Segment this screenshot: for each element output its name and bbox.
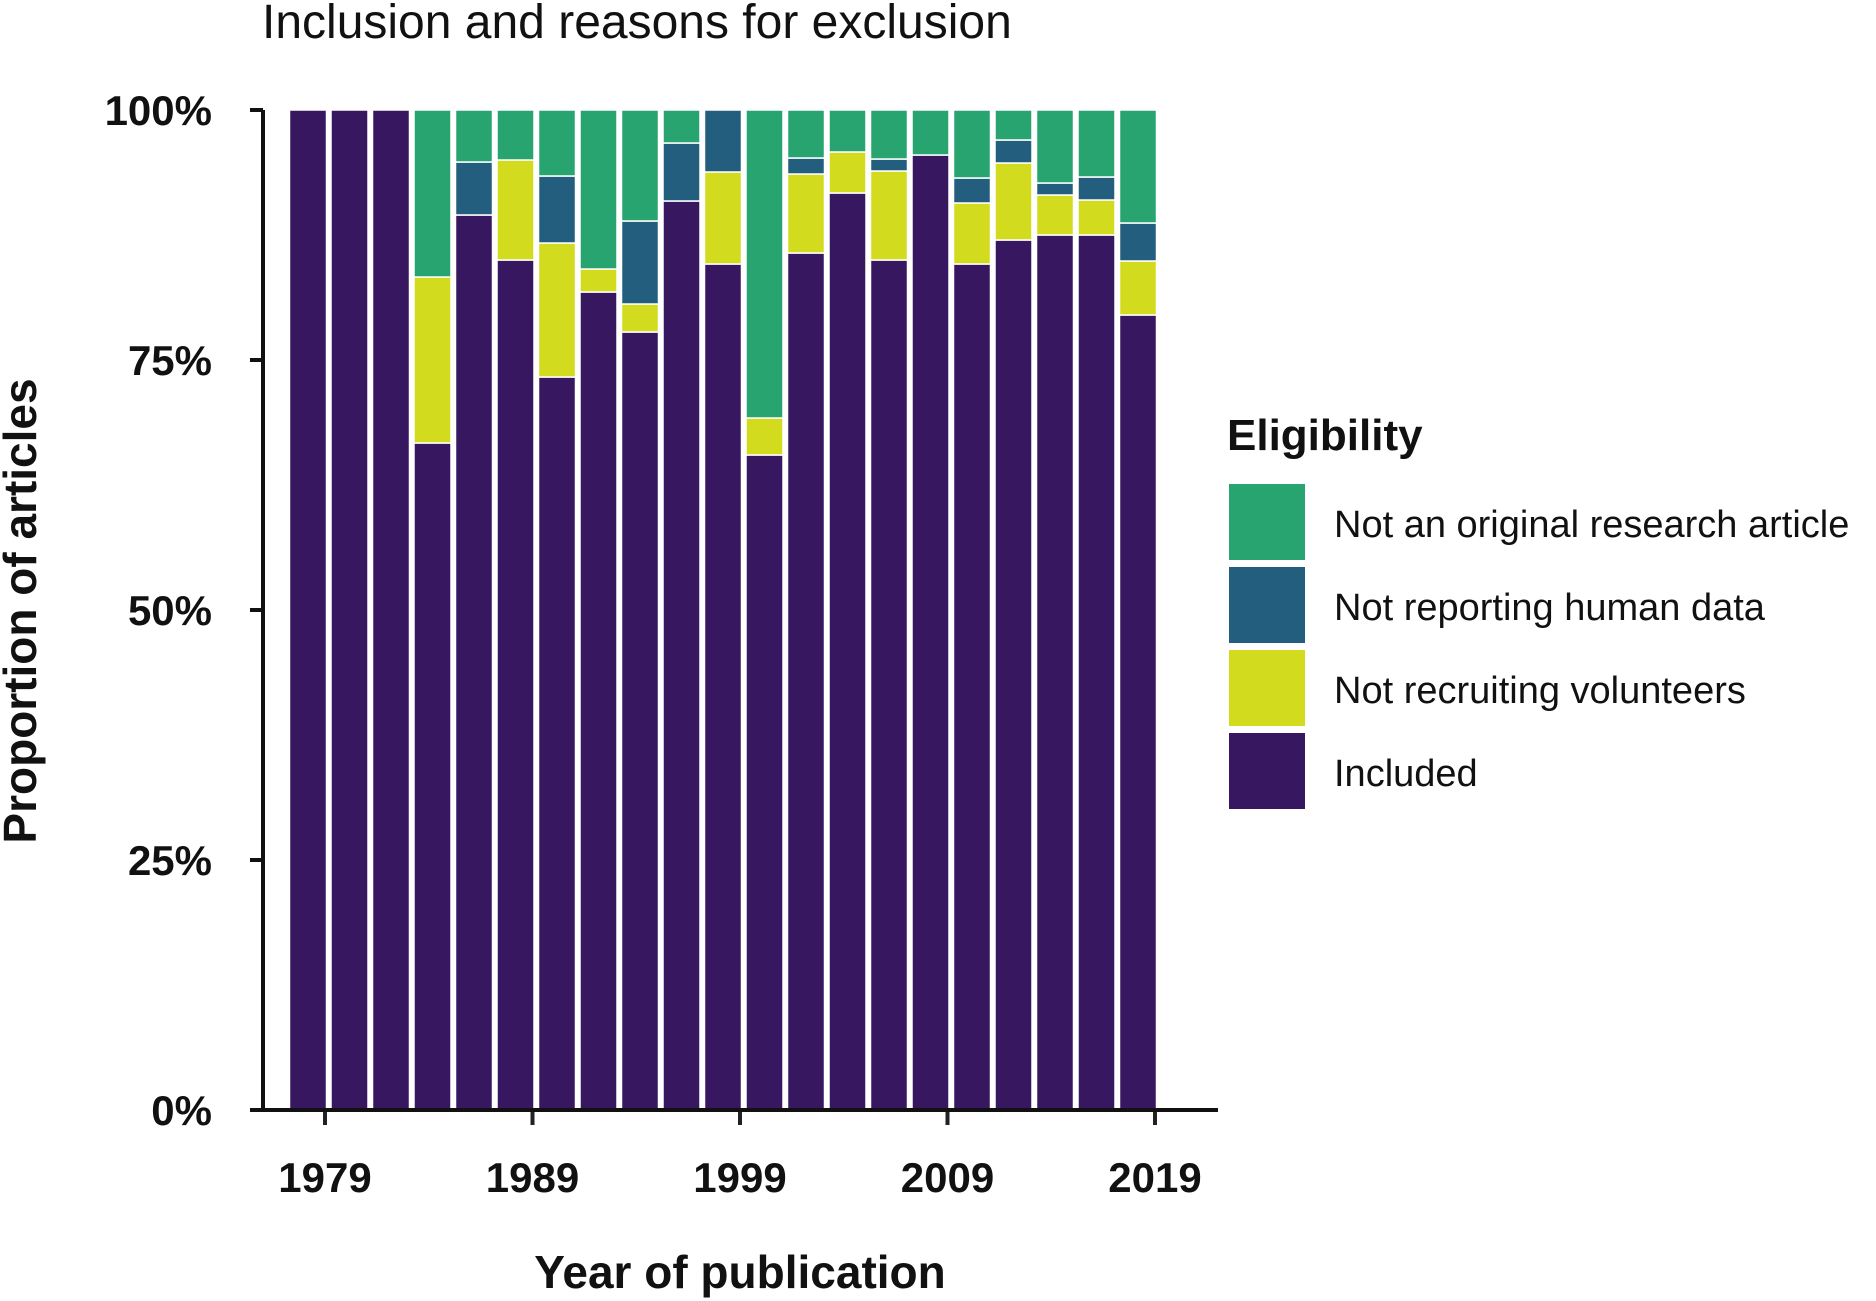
x-ticks-group: 1979 1989 1999 2009 2019 <box>278 1112 1202 1201</box>
x-axis-label: Year of publication <box>534 1246 946 1298</box>
y-tick-label: 75% <box>128 337 212 384</box>
bar-2003-included <box>786 252 826 1111</box>
legend-title: Eligibility <box>1227 411 1423 460</box>
bar-2011-included <box>952 263 992 1111</box>
legend: Eligibility Not an original research art… <box>1227 411 1849 809</box>
x-tick-label: 2019 <box>1108 1154 1201 1201</box>
bar-2019-not-reporting-human-data <box>1118 222 1158 262</box>
legend-label: Included <box>1334 753 1478 795</box>
bar-2005-not-an-original-research-article <box>828 109 867 153</box>
bar-2017-included <box>1077 234 1116 1111</box>
bar-2009-not-an-original-research-article <box>911 109 950 156</box>
y-tick-label: 50% <box>128 587 212 634</box>
bar-1979-included <box>288 109 328 1111</box>
bar-1983-included <box>371 109 411 1111</box>
legend-swatch <box>1229 733 1305 809</box>
bar-1987-not-reporting-human-data <box>454 161 494 216</box>
bar-2013-not-an-original-research-article <box>994 109 1033 141</box>
bar-2001-not-recruiting-volunteers <box>745 417 784 456</box>
bar-1989-not-an-original-research-article <box>496 109 535 161</box>
bar-2005-included <box>828 192 867 1111</box>
bar-1989-not-recruiting-volunteers <box>496 159 535 261</box>
bar-1989-included <box>496 259 535 1111</box>
bar-1981-included <box>330 109 369 1111</box>
legend-swatch <box>1229 567 1305 643</box>
bar-1991-not-an-original-research-article <box>537 109 577 177</box>
bar-1987-included <box>454 214 494 1111</box>
bar-2011-not-an-original-research-article <box>952 109 992 179</box>
bar-2007-included <box>869 259 909 1111</box>
bar-1991-not-recruiting-volunteers <box>537 242 577 378</box>
y-tick-label: 0% <box>151 1087 212 1134</box>
bar-2007-not-recruiting-volunteers <box>869 170 909 261</box>
bar-1999-not-recruiting-volunteers <box>703 171 743 265</box>
x-tick-label: 1999 <box>693 1154 786 1201</box>
bar-2001-not-an-original-research-article <box>745 109 784 419</box>
bar-2015-included <box>1035 234 1075 1111</box>
bar-1985-included <box>413 442 452 1111</box>
bar-2019-not-recruiting-volunteers <box>1118 260 1158 316</box>
y-tick-label: 100% <box>105 87 212 134</box>
bar-2009-included <box>911 154 950 1111</box>
bar-2003-not-recruiting-volunteers <box>786 173 826 254</box>
bar-1999-included <box>703 263 743 1111</box>
legend-items: Not an original research article Not repo… <box>1229 484 1849 809</box>
bars-group <box>288 109 1158 1111</box>
bar-2019-included <box>1118 314 1158 1111</box>
x-tick-label: 1989 <box>486 1154 579 1201</box>
bar-2013-not-recruiting-volunteers <box>994 162 1033 241</box>
chart-title: Inclusion and reasons for exclusion <box>262 0 1012 49</box>
y-ticks-group: 0% 25% 50% 75% 100% <box>105 87 263 1134</box>
bar-1999-not-reporting-human-data <box>703 109 743 173</box>
bar-2003-not-reporting-human-data <box>786 157 826 175</box>
bar-1995-included <box>620 331 660 1111</box>
legend-swatch <box>1229 650 1305 726</box>
bar-2011-not-recruiting-volunteers <box>952 202 992 265</box>
bar-1993-included <box>579 291 618 1111</box>
bar-2013-not-reporting-human-data <box>994 139 1033 164</box>
bar-1993-not-recruiting-volunteers <box>579 268 618 293</box>
bar-2017-not-recruiting-volunteers <box>1077 199 1116 236</box>
bar-1995-not-reporting-human-data <box>620 220 660 305</box>
bar-2013-included <box>994 239 1033 1111</box>
bar-2015-not-recruiting-volunteers <box>1035 194 1075 236</box>
bar-2011-not-reporting-human-data <box>952 177 992 204</box>
legend-label: Not an original research article <box>1334 504 1849 546</box>
bar-1991-included <box>537 376 577 1111</box>
legend-swatch <box>1229 484 1305 560</box>
x-tick-label: 2009 <box>901 1154 994 1201</box>
bar-1995-not-recruiting-volunteers <box>620 303 660 333</box>
bar-1997-not-reporting-human-data <box>662 142 701 202</box>
bar-2007-not-an-original-research-article <box>869 109 909 160</box>
bar-1997-included <box>662 200 701 1111</box>
bar-1985-not-an-original-research-article <box>413 109 452 278</box>
bar-2017-not-reporting-human-data <box>1077 176 1116 201</box>
x-tick-label: 1979 <box>278 1154 371 1201</box>
y-axis-label: Proportion of articles <box>0 378 46 843</box>
bar-2003-not-an-original-research-article <box>786 109 826 159</box>
legend-label: Not recruiting volunteers <box>1334 670 1746 712</box>
bar-1985-not-recruiting-volunteers <box>413 276 452 444</box>
bar-2015-not-an-original-research-article <box>1035 109 1075 184</box>
y-tick-label: 25% <box>128 837 212 884</box>
bar-2019-not-an-original-research-article <box>1118 109 1158 224</box>
bar-1991-not-reporting-human-data <box>537 175 577 244</box>
bar-1997-not-an-original-research-article <box>662 109 701 144</box>
bar-2005-not-recruiting-volunteers <box>828 151 867 194</box>
bar-1987-not-an-original-research-article <box>454 109 494 163</box>
bar-2017-not-an-original-research-article <box>1077 109 1116 178</box>
bar-2007-not-reporting-human-data <box>869 158 909 172</box>
bar-2001-included <box>745 454 784 1111</box>
bar-2015-not-reporting-human-data <box>1035 182 1075 196</box>
bar-1993-not-an-original-research-article <box>579 109 618 270</box>
legend-label: Not reporting human data <box>1334 587 1766 629</box>
bar-1995-not-an-original-research-article <box>620 109 660 222</box>
